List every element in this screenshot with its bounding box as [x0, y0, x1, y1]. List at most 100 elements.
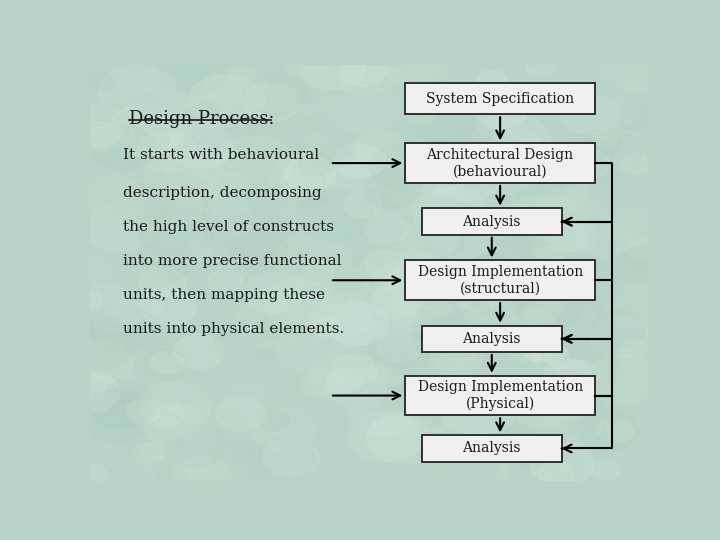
Circle shape: [280, 168, 320, 195]
Circle shape: [491, 276, 526, 299]
Circle shape: [66, 321, 136, 369]
Circle shape: [338, 58, 393, 96]
Circle shape: [541, 336, 620, 389]
Circle shape: [118, 178, 184, 222]
Circle shape: [258, 410, 290, 431]
Circle shape: [78, 291, 102, 307]
Circle shape: [382, 252, 452, 299]
Circle shape: [71, 255, 111, 283]
Circle shape: [112, 291, 162, 325]
Circle shape: [112, 183, 171, 223]
Circle shape: [142, 349, 188, 381]
Circle shape: [590, 94, 639, 128]
Circle shape: [364, 213, 409, 244]
Circle shape: [622, 340, 647, 357]
Circle shape: [426, 230, 464, 256]
Text: Design Implementation
(Physical): Design Implementation (Physical): [418, 380, 582, 411]
Circle shape: [299, 153, 333, 176]
Circle shape: [143, 94, 210, 139]
Circle shape: [188, 102, 258, 150]
Circle shape: [515, 393, 565, 427]
Circle shape: [87, 295, 142, 332]
FancyBboxPatch shape: [422, 208, 562, 235]
Circle shape: [534, 341, 566, 362]
Circle shape: [572, 219, 623, 253]
Circle shape: [368, 341, 395, 359]
Circle shape: [139, 267, 186, 299]
Circle shape: [498, 204, 536, 230]
Circle shape: [208, 269, 243, 293]
Text: Design Implementation
(structural): Design Implementation (structural): [418, 265, 582, 295]
Circle shape: [414, 205, 448, 228]
Circle shape: [115, 409, 185, 456]
Circle shape: [521, 166, 589, 213]
Circle shape: [190, 220, 260, 267]
Circle shape: [237, 409, 261, 424]
Circle shape: [156, 465, 185, 485]
Circle shape: [297, 89, 320, 104]
Circle shape: [356, 336, 400, 366]
Circle shape: [393, 256, 458, 300]
FancyBboxPatch shape: [422, 435, 562, 462]
Circle shape: [142, 442, 167, 459]
Circle shape: [156, 178, 194, 204]
Circle shape: [421, 80, 465, 110]
Circle shape: [133, 124, 168, 147]
Circle shape: [359, 246, 437, 299]
Circle shape: [524, 309, 554, 330]
Circle shape: [243, 73, 305, 115]
Circle shape: [370, 143, 438, 190]
Circle shape: [623, 74, 653, 94]
Circle shape: [555, 161, 590, 185]
Circle shape: [264, 280, 334, 327]
Circle shape: [579, 220, 634, 258]
Circle shape: [430, 229, 489, 269]
Circle shape: [365, 366, 390, 382]
Circle shape: [441, 411, 495, 449]
Circle shape: [145, 74, 176, 95]
Text: System Specification: System Specification: [426, 92, 574, 106]
Circle shape: [544, 223, 587, 252]
Circle shape: [362, 291, 390, 310]
Circle shape: [469, 253, 515, 285]
Circle shape: [84, 205, 153, 252]
Circle shape: [89, 369, 123, 392]
Circle shape: [313, 347, 390, 399]
Circle shape: [184, 112, 218, 135]
Circle shape: [617, 106, 652, 130]
Circle shape: [407, 58, 446, 85]
Circle shape: [138, 132, 197, 172]
Circle shape: [547, 370, 585, 396]
Circle shape: [476, 95, 526, 129]
Circle shape: [149, 85, 223, 136]
Circle shape: [137, 436, 211, 486]
Circle shape: [510, 147, 583, 197]
Circle shape: [593, 130, 618, 147]
Circle shape: [287, 85, 330, 114]
Circle shape: [328, 85, 400, 133]
Circle shape: [564, 130, 642, 182]
Circle shape: [478, 70, 506, 90]
Circle shape: [371, 367, 402, 388]
Circle shape: [90, 367, 140, 401]
Circle shape: [76, 122, 120, 151]
Circle shape: [383, 287, 451, 333]
Circle shape: [554, 267, 577, 282]
Text: units into physical elements.: units into physical elements.: [124, 322, 345, 336]
Circle shape: [296, 261, 369, 310]
Circle shape: [216, 397, 266, 431]
Circle shape: [127, 185, 181, 221]
Circle shape: [570, 207, 645, 258]
Circle shape: [150, 158, 214, 200]
Circle shape: [555, 360, 600, 390]
Circle shape: [295, 188, 373, 241]
Circle shape: [572, 150, 611, 177]
Circle shape: [627, 239, 657, 260]
Circle shape: [131, 408, 156, 426]
Circle shape: [206, 171, 248, 199]
Circle shape: [446, 376, 492, 407]
Circle shape: [562, 95, 619, 134]
Circle shape: [564, 140, 613, 173]
Circle shape: [275, 233, 352, 286]
Circle shape: [580, 411, 639, 451]
